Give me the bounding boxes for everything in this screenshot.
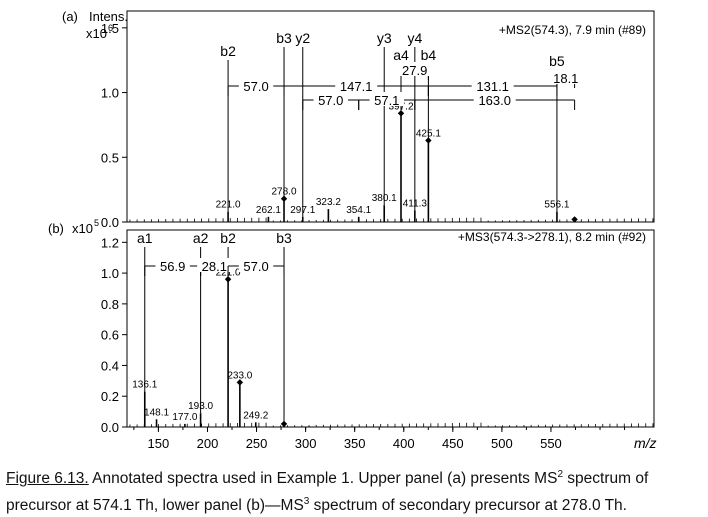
panel-a-peak-marker: [571, 216, 578, 223]
panel-a-ion-label: b2: [220, 43, 236, 59]
panel-b-mass-diff-label: 56.9: [160, 259, 185, 274]
panel-b-peak-label: 233.0: [227, 370, 252, 381]
x-tick-label: 150: [148, 436, 170, 451]
panel-a-mass-diff-bg: [335, 78, 378, 92]
x-tick-label: 500: [491, 436, 513, 451]
panel-a-mass-diff-label: 147.1: [340, 79, 373, 94]
panel-a-scale: x10: [86, 26, 107, 41]
x-tick-label: 250: [246, 436, 268, 451]
panel-b-y-tick-label: 1.2: [101, 235, 119, 250]
x-tick-label: 400: [393, 436, 415, 451]
panel-b-y-tick-label: 0.2: [101, 389, 119, 404]
panel-b-mass-diff-label: 57.0: [243, 259, 268, 274]
panel-b-plot-frame: [126, 229, 655, 428]
panel-b-mass-diff-bg: [197, 258, 232, 272]
panel-a-y-tick-label: 1.5: [101, 21, 119, 36]
panel-a-mass-diff-label: 27.9: [402, 63, 427, 78]
x-tick-label: 450: [442, 436, 464, 451]
panel-a-y-tick-label: 0.0: [101, 215, 119, 230]
panel-a-mass-diff-label: 57.0: [318, 93, 343, 108]
caption-line1: Annotated spectra used in Example 1. Upp…: [88, 470, 558, 488]
panel-a-ion-label: y2: [295, 30, 310, 46]
panel-a-ion-label: b5: [549, 53, 565, 69]
panel-a-mass-diff-label: 57.0: [243, 79, 268, 94]
panel-b-mass-diff-bg: [155, 258, 190, 272]
panel-a-mass-diff-bg: [369, 92, 404, 106]
panel-a-ion-label: y3: [377, 30, 392, 46]
panel-b-title: +MS3(574.3->278.1), 8.2 min (#92): [458, 230, 646, 244]
panel-a-label: (a): [62, 9, 78, 24]
panel-b-peak-label: 148.1: [144, 407, 169, 418]
x-tick-label: 350: [344, 436, 366, 451]
x-tick-label: 550: [540, 436, 562, 451]
panel-a-ion-label: y4: [407, 30, 422, 46]
panel-b-peak-label: 177.0: [172, 412, 197, 423]
panel-b-y-tick-label: 0.4: [101, 358, 119, 373]
panel-b-y-tick-label: 0.6: [101, 328, 119, 343]
panel-b-mass-diff-label: 28.1: [202, 259, 227, 274]
panel-a-mass-diff-label: 131.1: [476, 79, 509, 94]
panel-a-scale-exp: 6: [108, 23, 113, 33]
panel-b-peak-marker: [236, 379, 244, 386]
x-axis-label: m/z: [634, 435, 657, 451]
panel-a-mass-diff-label: 163.0: [478, 93, 511, 108]
panel-a-y-tick-label: 0.5: [101, 150, 119, 165]
panel-b-y-tick-label: 0.0: [101, 420, 119, 435]
caption-line2: precursor at 574.1 Th, lower panel (b)—M…: [6, 497, 304, 515]
x-tick-label: 300: [295, 436, 317, 451]
panel-b-label: (b): [48, 221, 64, 236]
panel-a-peak-label: 354.1: [346, 205, 371, 216]
caption-sup1: 2: [557, 469, 563, 480]
panel-a-ion-label: a4: [393, 47, 409, 63]
panel-a-ion-label: b4: [421, 47, 437, 63]
panel-b-ion-label: b3: [276, 230, 292, 246]
panel-b-ion-label: a2: [193, 230, 209, 246]
panel-a-y-title: Intens.: [89, 9, 128, 24]
panel-a-mass-diff-bg: [313, 92, 348, 106]
figure-label: Figure 6.13.: [6, 470, 89, 488]
panel-a-mass-diff-bg: [548, 70, 583, 84]
panel-b-ion-label: b2: [220, 230, 236, 246]
panel-a-plot-frame: [126, 10, 655, 223]
panel-a-mass-diff-label: 57.1: [374, 93, 399, 108]
panel-a-title: +MS2(574.3), 7.9 min (#89): [499, 23, 646, 37]
panel-b-peak-label: 249.2: [243, 410, 268, 421]
panel-a-ion-label: b3: [276, 30, 292, 46]
caption-line1-end: spectrum of: [563, 470, 649, 488]
panel-a-peak-label: 262.1: [256, 205, 281, 216]
panel-a-mass-diff-bg: [471, 78, 514, 92]
panel-b-scale-exp: 5: [94, 218, 99, 228]
panel-b-scale: x10: [72, 221, 93, 236]
panel-a-mass-diff-bg: [473, 92, 516, 106]
spectra-figure: (a) Intens. x10 6 +MS2(574.3), 7.9 min (…: [48, 9, 657, 451]
panel-b-y-tick-label: 1.0: [101, 266, 119, 281]
panel-b-ion-label: a1: [137, 230, 153, 246]
panel-a-mass-diff-label: 18.1: [553, 71, 578, 86]
panel-a-peak-marker: [397, 110, 405, 117]
panel-b-y-tick-label: 0.8: [101, 297, 119, 312]
panel-a-mass-diff-bg: [397, 62, 432, 76]
panel-a-peak-label: 323.2: [316, 197, 341, 208]
caption-line2-end: spectrum of secondary precursor at 278.0…: [309, 497, 627, 515]
panel-b-mass-diff-bg: [238, 258, 274, 272]
panel-a-y-tick-label: 1.0: [101, 86, 119, 101]
x-tick-label: 200: [197, 436, 219, 451]
panel-a-mass-diff-bg: [238, 78, 274, 92]
caption-sup2: 3: [303, 496, 310, 508]
